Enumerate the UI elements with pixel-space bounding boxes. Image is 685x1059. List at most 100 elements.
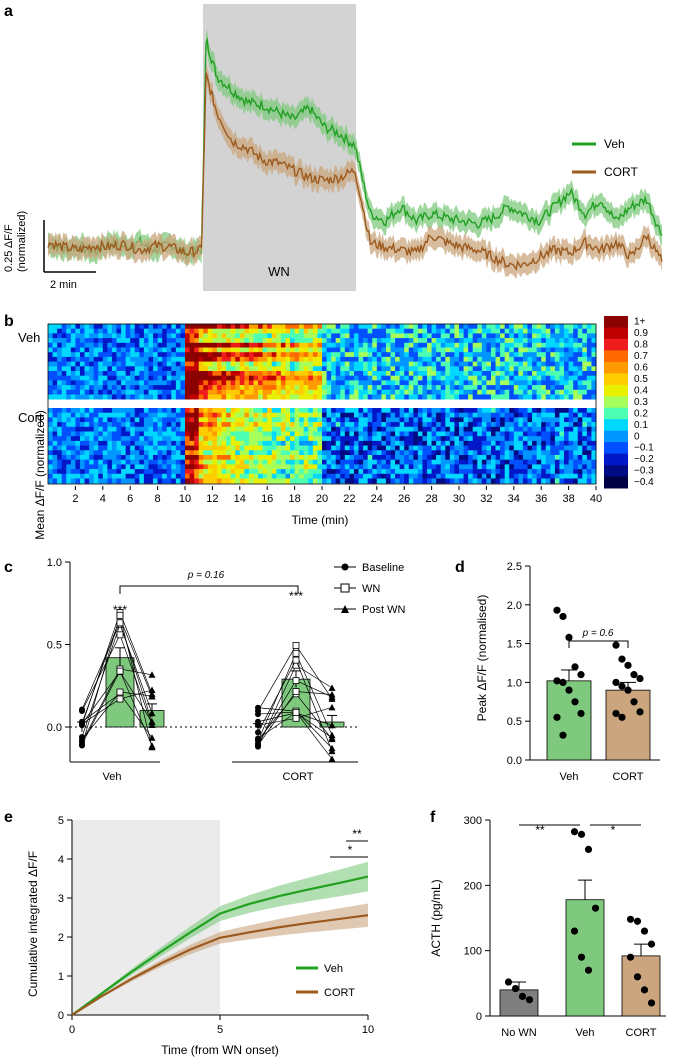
heatmap-cell bbox=[48, 385, 53, 391]
heatmap-cell bbox=[554, 394, 560, 400]
heatmap-cell bbox=[513, 445, 519, 451]
heatmap-cell bbox=[554, 361, 560, 367]
heatmap-cell bbox=[545, 478, 551, 484]
heatmap-cell bbox=[75, 356, 81, 362]
heatmap-cell bbox=[440, 473, 446, 479]
heatmap-cell bbox=[449, 380, 455, 386]
heatmap-cell bbox=[139, 422, 145, 428]
heatmap-cell bbox=[422, 380, 428, 386]
heatmap-cell bbox=[303, 422, 309, 428]
heatmap-cell bbox=[84, 328, 90, 334]
heatmap-cell bbox=[340, 450, 346, 456]
heatmap-cell bbox=[267, 440, 273, 446]
heatmap-cell bbox=[52, 478, 58, 484]
heatmap-group-cort: Cort bbox=[18, 410, 43, 425]
heatmap-cell bbox=[518, 455, 524, 460]
heatmap-cell bbox=[504, 412, 510, 418]
heatmap-cell bbox=[440, 431, 446, 437]
heatmap-cell bbox=[559, 366, 565, 372]
heatmap-cell bbox=[367, 459, 373, 465]
heatmap-cell bbox=[353, 328, 359, 334]
heatmap-cell bbox=[390, 417, 396, 423]
heatmap-cell bbox=[513, 478, 519, 484]
heatmap-cell bbox=[61, 445, 67, 451]
heatmap-cell bbox=[399, 338, 405, 344]
heatmap-cell bbox=[427, 366, 432, 372]
heatmap-cell bbox=[349, 389, 355, 395]
heatmap-cell bbox=[518, 324, 524, 329]
heatmap-cell bbox=[75, 436, 81, 442]
heatmap-cell bbox=[280, 342, 286, 348]
heatmap-cell bbox=[57, 328, 63, 334]
heatmap-cell bbox=[381, 366, 387, 372]
heatmap-cell bbox=[216, 436, 222, 442]
heatmap-cell bbox=[61, 473, 67, 479]
heatmap-cell bbox=[385, 389, 391, 395]
heatmap-cell bbox=[395, 333, 401, 339]
heatmap-cell bbox=[57, 338, 63, 344]
heatmap-cell bbox=[203, 333, 209, 339]
heatmap-cell bbox=[194, 385, 200, 391]
heatmap-cell bbox=[125, 436, 131, 442]
heatmap-cell bbox=[449, 478, 455, 484]
heatmap-cell bbox=[554, 342, 560, 348]
heatmap-cell bbox=[440, 361, 446, 367]
heatmap-cell bbox=[230, 352, 236, 358]
heatmap-cell bbox=[303, 464, 309, 470]
heatmap-cell bbox=[162, 426, 168, 432]
heatmap-cell bbox=[367, 361, 373, 367]
heatmap-cell bbox=[550, 445, 556, 451]
e-ytick-label: 0 bbox=[58, 1010, 64, 1022]
heatmap-cell bbox=[148, 412, 154, 418]
heatmap-cell bbox=[395, 385, 401, 391]
trace-line-cort bbox=[47, 72, 663, 271]
heatmap-cell bbox=[554, 464, 560, 470]
heatmap-cell bbox=[417, 385, 423, 391]
heatmap-cell bbox=[385, 352, 391, 358]
heatmap-cell bbox=[349, 478, 355, 484]
heatmap-cell bbox=[212, 412, 218, 418]
heatmap-cell bbox=[221, 342, 227, 348]
heatmap-cell bbox=[212, 450, 218, 456]
heatmap-cell bbox=[66, 469, 72, 475]
heatmap-cell bbox=[385, 333, 391, 339]
heatmap-cell bbox=[559, 450, 565, 456]
heatmap-cell bbox=[93, 478, 99, 484]
heatmap-cell bbox=[490, 356, 496, 362]
heatmap-cell bbox=[490, 328, 496, 334]
heatmap-cell bbox=[285, 366, 291, 372]
heatmap-cell bbox=[102, 440, 108, 446]
heatmap-cell bbox=[340, 417, 346, 423]
heatmap-cell bbox=[582, 455, 588, 460]
heatmap-cell bbox=[326, 333, 332, 339]
heatmap-cell bbox=[116, 464, 122, 470]
heatmap-cell bbox=[116, 385, 122, 391]
heatmap-cell bbox=[175, 333, 181, 339]
heatmap-cell bbox=[194, 342, 200, 348]
heatmap-cell bbox=[48, 431, 53, 437]
heatmap-cell bbox=[157, 422, 163, 428]
heatmap-cell bbox=[573, 380, 579, 386]
heatmap-cell bbox=[171, 408, 177, 413]
heatmap-cell bbox=[57, 356, 63, 362]
heatmap-cell bbox=[290, 431, 295, 437]
heatmap-cell bbox=[303, 342, 309, 348]
heatmap-cell bbox=[57, 445, 63, 451]
heatmap-cell bbox=[504, 464, 510, 470]
heatmap-cell bbox=[84, 352, 90, 358]
heatmap-cell bbox=[573, 394, 579, 400]
heatmap-cell bbox=[185, 417, 190, 423]
heatmap-cell bbox=[148, 394, 154, 400]
heatmap-cell bbox=[440, 412, 446, 418]
heatmap-cell bbox=[472, 380, 478, 386]
heatmap-cell bbox=[422, 440, 428, 446]
heatmap-cell bbox=[294, 361, 300, 367]
heatmap-cell bbox=[477, 455, 483, 460]
heatmap-cell bbox=[198, 328, 204, 334]
heatmap-cell bbox=[299, 426, 305, 432]
heatmap-cell bbox=[294, 380, 300, 386]
heatmap-cell bbox=[381, 426, 387, 432]
heatmap-cell bbox=[180, 361, 186, 367]
heatmap-cell bbox=[591, 450, 597, 456]
heatmap-cell bbox=[143, 408, 149, 413]
